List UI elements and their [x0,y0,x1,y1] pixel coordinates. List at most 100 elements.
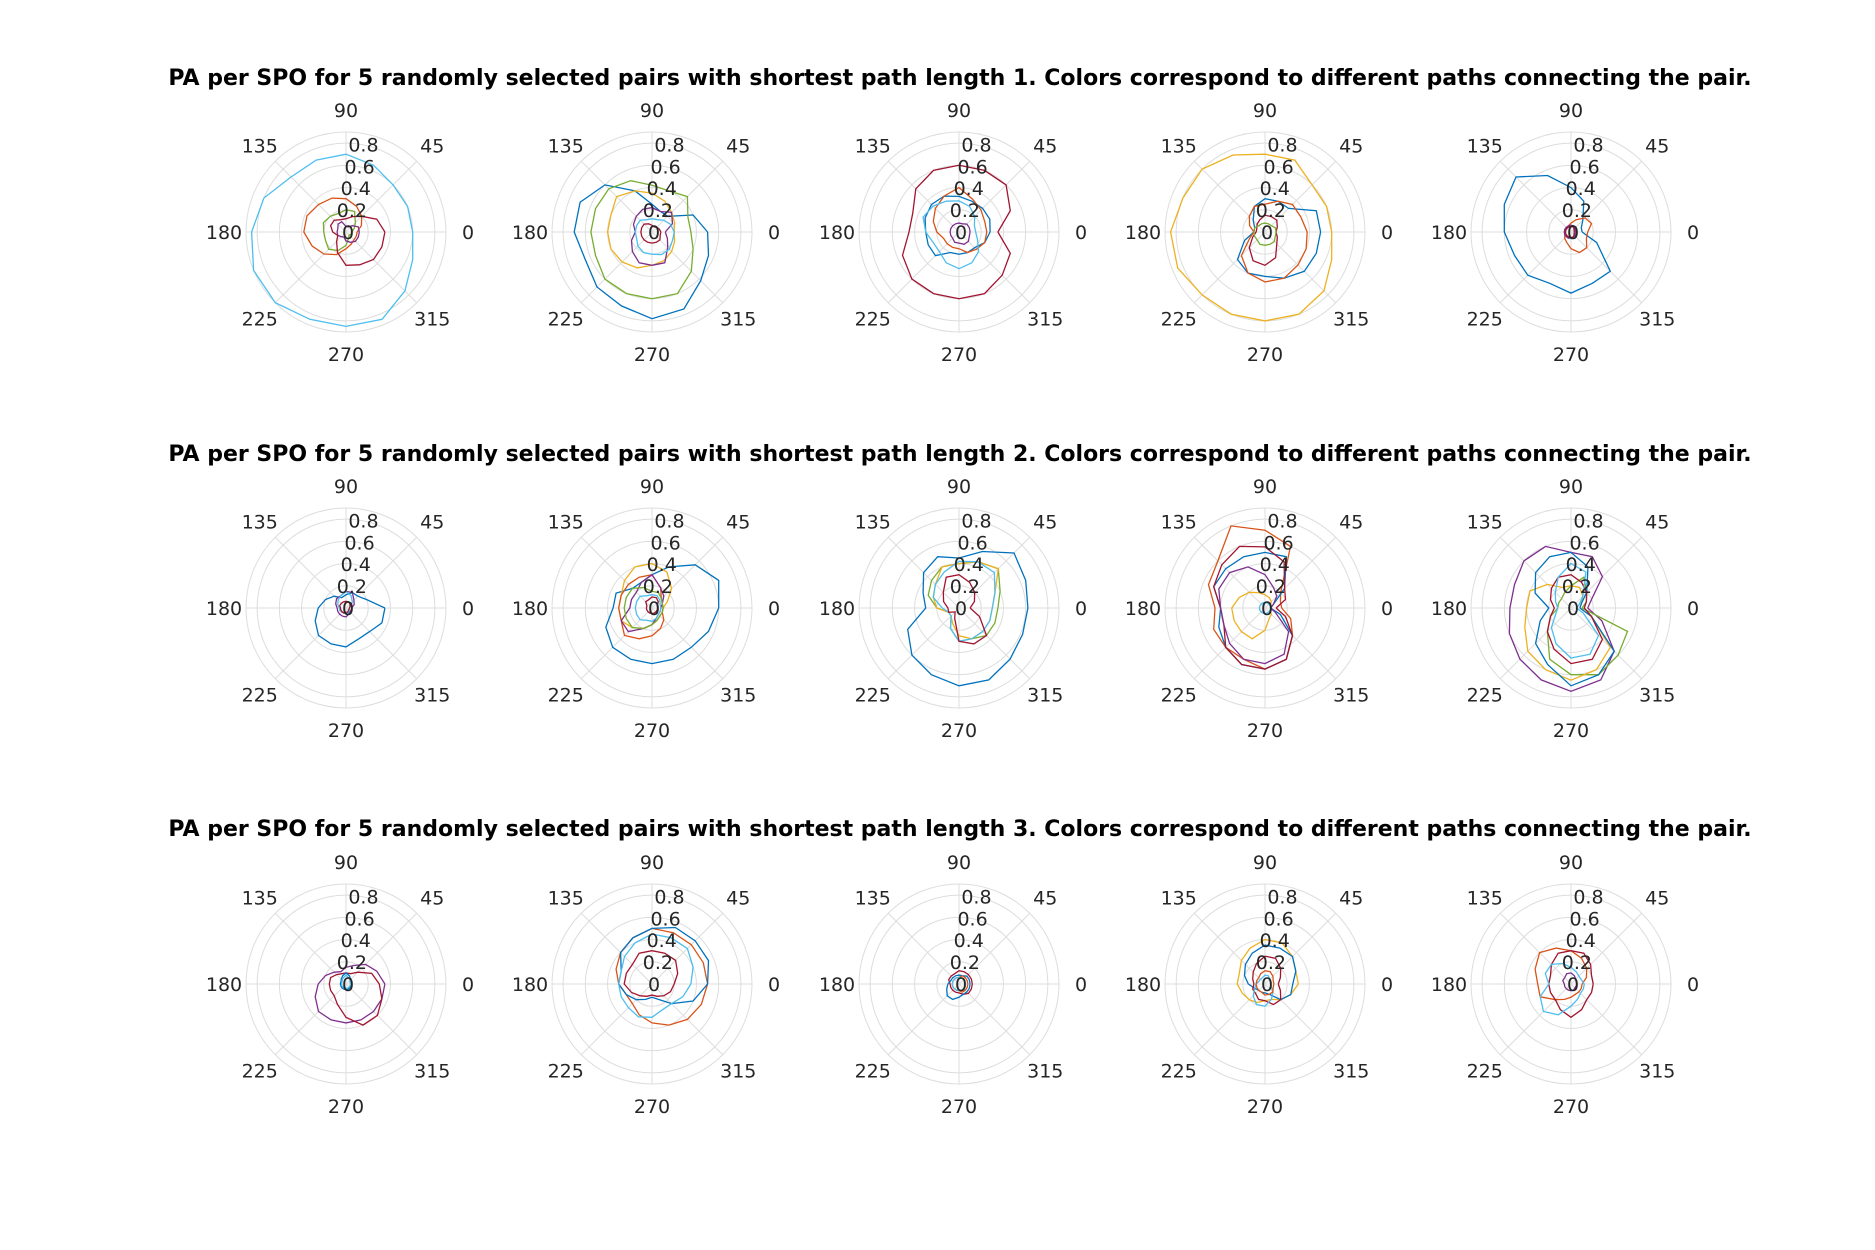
theta-tick-label: 45 [1033,136,1057,158]
series-line-yellow [1231,591,1272,640]
series-line-red [623,950,679,997]
theta-tick-label: 45 [1645,512,1669,534]
r-tick-label: 0.4 [1566,178,1596,200]
theta-tick-label: 135 [1161,888,1197,910]
grid-spoke [887,231,960,304]
theta-tick-label: 180 [206,222,242,244]
theta-tick-label: 315 [1027,684,1063,706]
theta-tick-label: 225 [1467,684,1503,706]
theta-tick-label: 45 [1339,136,1363,158]
theta-tick-label: 180 [1125,598,1161,620]
r-tick-label: 0.8 [1573,886,1603,908]
r-tick-label: 0.8 [654,134,684,156]
theta-tick-label: 90 [334,852,358,874]
r-tick-label: 0.2 [1562,200,1592,222]
series-line-cyan [1258,601,1272,615]
theta-tick-label: 180 [206,974,242,996]
theta-tick-label: 135 [242,512,278,534]
r-tick-label: 0.6 [344,532,374,554]
r-tick-label: 0.6 [650,532,680,554]
grid-spoke [1193,912,1266,985]
theta-tick-label: 90 [1253,476,1277,498]
theta-tick-label: 0 [768,222,780,244]
grid-spoke [345,231,418,304]
theta-tick-label: 270 [328,344,364,366]
theta-tick-label: 270 [941,344,977,366]
theta-tick-label: 270 [1247,344,1283,366]
series-line-blue [1534,551,1615,687]
theta-tick-label: 315 [1333,684,1369,706]
series-line-red [1564,225,1575,239]
grid-spoke [580,983,653,1056]
theta-tick-label: 270 [941,1096,977,1118]
series-line-green [590,180,694,300]
r-tick-label: 0.4 [341,554,371,576]
theta-tick-label: 0 [768,598,780,620]
theta-tick-label: 0 [1381,222,1393,244]
series-line-cyan [922,200,980,270]
series-line-cyan [634,218,675,256]
grid-spoke [274,607,347,680]
series-line-green [623,586,664,630]
theta-tick-label: 135 [1467,888,1503,910]
theta-tick-label: 45 [726,888,750,910]
theta-tick-label: 225 [548,1060,584,1082]
r-tick-label: 0.2 [1256,576,1286,598]
theta-tick-label: 0 [1381,598,1393,620]
theta-tick-label: 135 [548,888,584,910]
r-tick-label: 0.4 [647,554,677,576]
grid-spoke [274,231,347,304]
theta-tick-label: 180 [1431,598,1467,620]
theta-tick-label: 90 [947,852,971,874]
r-tick-label: 0.6 [344,156,374,178]
theta-tick-label: 180 [1125,222,1161,244]
r-tick-label: 0.6 [957,908,987,930]
series-line-green [322,209,357,252]
theta-tick-label: 0 [462,222,474,244]
r-tick-label: 0.2 [1562,576,1592,598]
theta-tick-label: 0 [1687,974,1699,996]
r-tick-label: 0 [955,222,967,244]
theta-tick-label: 180 [819,974,855,996]
theta-tick-label: 315 [720,1060,756,1082]
grid-spoke [1264,231,1337,304]
series-line-cyan [951,976,967,992]
series-line-orange [1534,947,1588,1001]
grid-spoke [580,536,653,609]
r-tick-label: 0.2 [950,576,980,598]
r-tick-label: 0 [648,598,660,620]
r-tick-label: 0.2 [1256,200,1286,222]
r-tick-label: 0.6 [1569,908,1599,930]
grid-spoke [1499,231,1572,304]
theta-tick-label: 180 [512,222,548,244]
r-tick-label: 0.8 [1267,510,1297,532]
series-line-yellow [1236,938,1299,1004]
series-line-red [328,971,383,1026]
grid-spoke [887,983,960,1056]
r-tick-label: 0.6 [344,908,374,930]
theta-tick-label: 225 [1467,1060,1503,1082]
series-line-green [1253,222,1277,246]
r-tick-label: 0 [1567,974,1579,996]
grid-spoke [1570,231,1643,304]
theta-tick-label: 225 [855,308,891,330]
grid-spoke [887,912,960,985]
theta-tick-label: 45 [420,888,444,910]
series-line-orange [303,197,363,256]
theta-tick-label: 270 [1247,1096,1283,1118]
theta-tick-label: 135 [242,136,278,158]
theta-tick-label: 135 [242,888,278,910]
grid-spoke [1570,912,1643,985]
theta-tick-label: 270 [1553,344,1589,366]
r-tick-label: 0.8 [1267,886,1297,908]
theta-tick-label: 135 [855,512,891,534]
series-line-red [1248,214,1278,267]
theta-tick-label: 135 [548,136,584,158]
theta-tick-label: 270 [941,720,977,742]
